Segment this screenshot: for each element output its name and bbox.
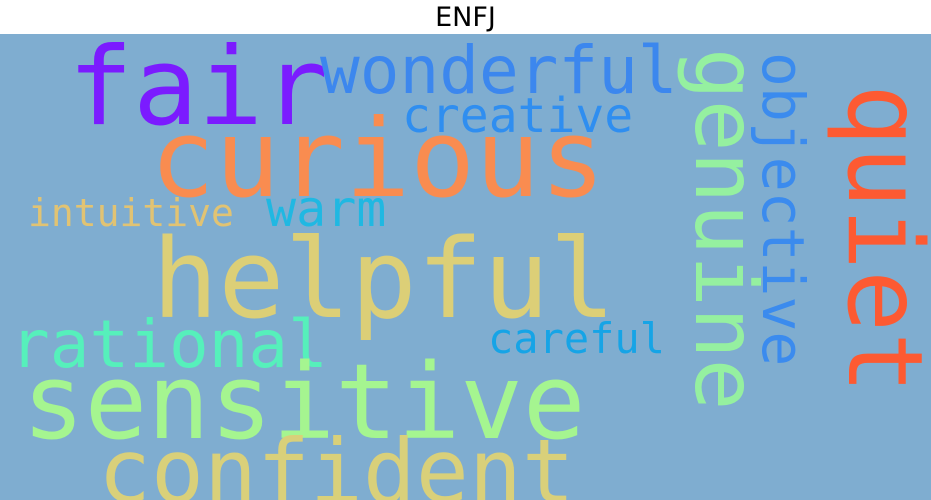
word-helpful: helpful [152,215,616,343]
word-confident: confident [98,420,575,500]
word-rational: rational [10,306,328,383]
word-creative: creative [402,88,634,144]
word-intuitive: intuitive [28,191,234,235]
word-fair: fair [68,34,329,150]
word-objective: objective [749,52,817,367]
figure-title: ENFJ [435,2,496,33]
word-cloud-canvas: fair wonderful creative curious genuine … [0,34,931,500]
word-curious: curious [150,97,606,222]
word-warm: warm [266,180,387,238]
word-wonderful: wonderful [320,34,678,109]
word-careful: careful [488,314,666,363]
word-quiet: quiet [824,84,931,395]
word-sensitive: sensitive [22,341,586,463]
word-cloud-background [0,34,931,500]
